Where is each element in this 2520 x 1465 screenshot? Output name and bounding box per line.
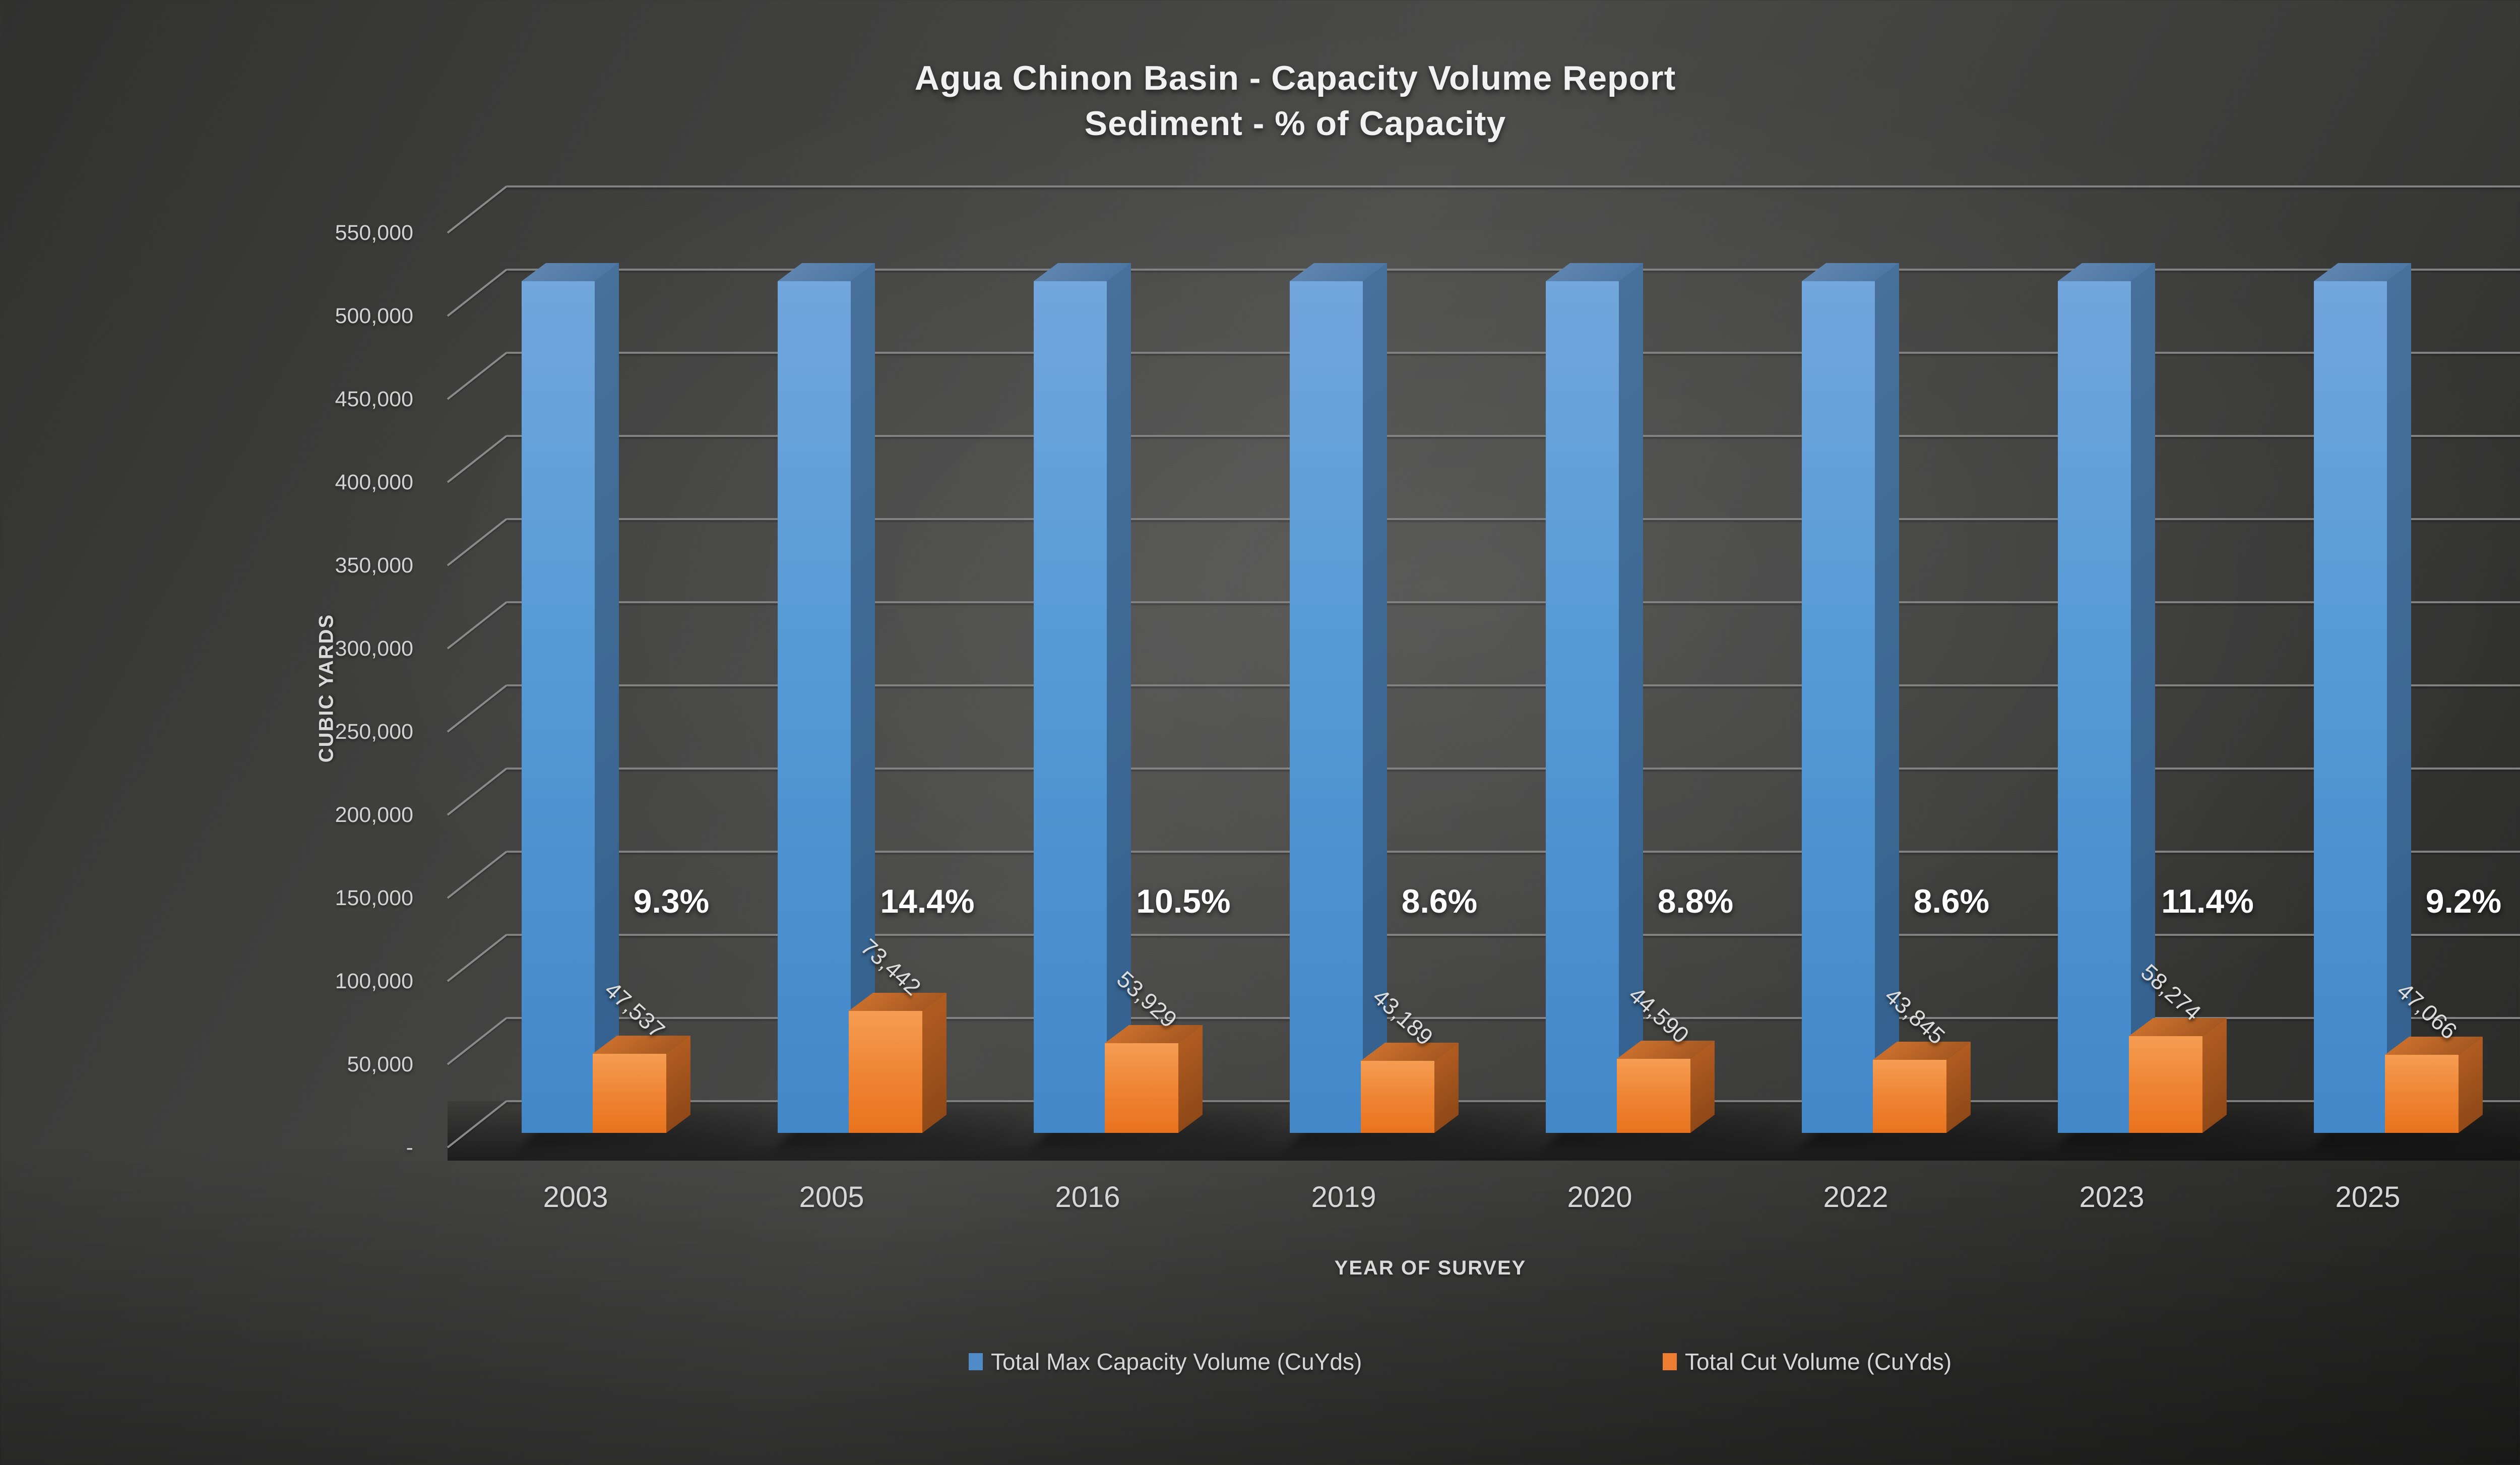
- bar-cut-volume-2025: [2385, 1055, 2459, 1133]
- bar-cut-volume-2003: [593, 1054, 666, 1133]
- bar-max-capacity-2003: [522, 281, 595, 1133]
- gridline: [507, 601, 2520, 603]
- gridline: [507, 851, 2520, 853]
- x-category-label: 2003: [543, 1181, 608, 1214]
- gridline-diagonal: [447, 269, 508, 317]
- y-tick-label: 500,000: [335, 304, 413, 328]
- x-category-label: 2016: [1055, 1181, 1120, 1214]
- bar-cut-volume-2023: [2129, 1036, 2202, 1133]
- y-tick-label: 450,000: [335, 387, 413, 411]
- y-tick-label: 100,000: [335, 969, 413, 993]
- legend-swatch-max-capacity-icon: [969, 1353, 983, 1370]
- percent-label: 10.5%: [1136, 882, 1231, 920]
- bar-max-capacity-2016: [1034, 281, 1107, 1133]
- percent-label: 8.6%: [1913, 882, 1990, 920]
- gridline: [507, 684, 2520, 686]
- gridline: [507, 1017, 2520, 1019]
- bar-max-capacity-side-2023: [2131, 263, 2155, 1133]
- y-tick-label: 550,000: [335, 221, 413, 245]
- bar-cut-volume-side-2023: [2202, 1017, 2227, 1133]
- x-category-label: 2020: [1567, 1181, 1632, 1214]
- chart-legend: Total Max Capacity Volume (CuYds) Total …: [0, 1347, 2520, 1377]
- x-axis-title: YEAR OF SURVEY: [1334, 1257, 1527, 1279]
- gridline: [507, 768, 2520, 770]
- bar-cut-volume-2019: [1361, 1061, 1434, 1133]
- x-category-label: 2025: [2335, 1181, 2401, 1214]
- gridline: [507, 435, 2520, 437]
- gridline-diagonal: [447, 1017, 508, 1065]
- bar-max-capacity-2023: [2058, 281, 2131, 1133]
- x-category-label: 2005: [799, 1181, 864, 1214]
- chart-subtitle: Sediment - % of Capacity: [1084, 104, 1506, 143]
- bar-max-capacity-2025: [2314, 281, 2387, 1133]
- y-axis-title: CUBIC YARDS: [315, 613, 338, 763]
- gridline-diagonal: [447, 684, 508, 733]
- percent-label: 14.4%: [880, 882, 975, 920]
- percent-label: 9.3%: [633, 882, 710, 920]
- legend-swatch-cut-volume-icon: [1663, 1353, 1677, 1370]
- bar-cut-volume-2016: [1105, 1043, 1178, 1133]
- gridline-diagonal: [447, 934, 508, 982]
- gridline-diagonal: [447, 851, 508, 899]
- y-tick-label: -: [406, 1135, 413, 1160]
- x-category-label: 2023: [2079, 1181, 2145, 1214]
- bar-max-capacity-2022: [1802, 281, 1875, 1133]
- legend-item-cut-volume: Total Cut Volume (CuYds): [1663, 1347, 1951, 1377]
- legend-item-max-capacity: Total Max Capacity Volume (CuYds): [969, 1347, 1362, 1377]
- gridline-diagonal: [447, 768, 508, 816]
- gridline: [507, 352, 2520, 354]
- bar-cut-volume-2020: [1617, 1059, 1690, 1133]
- percent-label: 11.4%: [2161, 882, 2254, 920]
- percent-label: 8.8%: [1657, 882, 1734, 920]
- y-tick-label: 350,000: [335, 553, 413, 578]
- gridline-diagonal: [447, 185, 508, 234]
- y-tick-label: 300,000: [335, 636, 413, 661]
- legend-label-max-capacity: Total Max Capacity Volume (CuYds): [991, 1349, 1362, 1375]
- x-category-label: 2019: [1311, 1181, 1376, 1214]
- y-tick-label: 150,000: [335, 886, 413, 910]
- y-tick-label: 250,000: [335, 720, 413, 744]
- bar-cut-volume-side-2005: [922, 992, 947, 1133]
- gridline-diagonal: [447, 518, 508, 566]
- bar-cut-volume-2022: [1873, 1060, 1946, 1133]
- chart-title: Agua Chinon Basin - Capacity Volume Repo…: [914, 59, 1676, 97]
- percent-label: 8.6%: [1401, 882, 1478, 920]
- chart-title-block: Agua Chinon Basin - Capacity Volume Repo…: [0, 55, 2520, 146]
- bar-max-capacity-2019: [1290, 281, 1363, 1133]
- legend-label-cut-volume: Total Cut Volume (CuYds): [1685, 1349, 1952, 1375]
- y-tick-label: 400,000: [335, 470, 413, 494]
- gridline-diagonal: [447, 352, 508, 400]
- y-tick-label: 50,000: [347, 1052, 413, 1076]
- bar-max-capacity-2005: [778, 281, 851, 1133]
- gridline: [507, 518, 2520, 520]
- bar-cut-volume-side-2016: [1178, 1025, 1203, 1133]
- gridline-diagonal: [447, 435, 508, 483]
- gridline: [507, 1100, 2520, 1102]
- y-tick-label: 200,000: [335, 803, 413, 827]
- bar-cut-volume-2005: [849, 1011, 922, 1133]
- gridline: [507, 934, 2520, 936]
- percent-label: 9.2%: [2425, 882, 2502, 920]
- bar-max-capacity-2020: [1546, 281, 1619, 1133]
- gridline-diagonal: [447, 601, 508, 650]
- bar-max-capacity-side-2016: [1107, 263, 1131, 1133]
- gridline: [507, 185, 2520, 187]
- x-category-label: 2022: [1823, 1181, 1888, 1214]
- gridline: [507, 269, 2520, 271]
